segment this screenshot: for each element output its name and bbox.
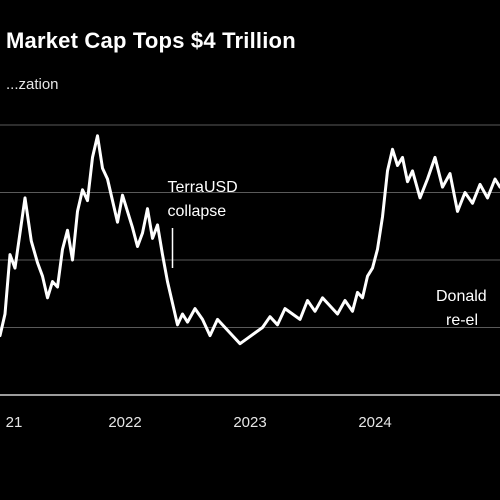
chart-title: Market Cap Tops $4 Trillion [6,28,296,53]
annotation-label: collapse [168,203,227,220]
chart-subtitle: ...zation [6,76,59,93]
annotation-label: Donald [436,288,487,305]
x-tick-label: 21 [6,414,23,431]
annotation-label: TerraUSD [168,179,238,196]
x-tick-label: 2024 [358,414,391,431]
x-tick-label: 2022 [108,414,141,431]
series-line [0,134,500,346]
x-tick-label: 2023 [233,414,266,431]
annotation-label: re-el [446,312,478,329]
